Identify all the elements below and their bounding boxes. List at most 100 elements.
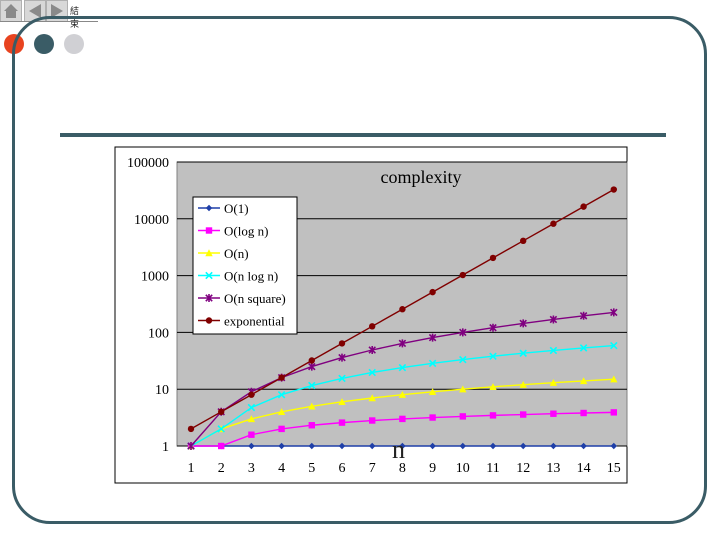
data-point — [549, 379, 558, 386]
data-point — [308, 442, 315, 450]
x-tick-label: 8 — [399, 461, 406, 476]
data-point — [368, 368, 376, 377]
data-point — [187, 442, 195, 450]
data-point — [520, 411, 527, 418]
data-point — [277, 390, 286, 399]
data-point — [338, 353, 346, 362]
data-point — [369, 323, 376, 330]
x-tick-label: 15 — [607, 461, 621, 476]
data-point — [205, 271, 213, 280]
data-point — [489, 254, 497, 262]
y-tick-label: 10 — [155, 383, 169, 398]
data-point — [278, 425, 285, 433]
data-point — [610, 186, 617, 193]
data-point — [368, 394, 376, 402]
data-point — [428, 359, 437, 368]
data-point — [247, 403, 256, 412]
data-point — [338, 340, 346, 347]
x-axis-n-label: n — [392, 435, 405, 464]
data-point — [519, 319, 527, 328]
data-point — [550, 442, 557, 450]
y-tick-label: 100000 — [127, 156, 169, 171]
x-tick-label: 11 — [486, 461, 499, 476]
legend-label: O(log n) — [224, 224, 268, 239]
data-point — [398, 339, 407, 348]
data-point — [489, 412, 497, 419]
data-point — [610, 409, 617, 416]
data-point — [610, 341, 618, 350]
data-point — [368, 345, 376, 354]
data-point — [399, 442, 406, 450]
x-tick-label: 9 — [429, 461, 436, 476]
data-point — [489, 442, 497, 450]
data-point — [579, 311, 588, 320]
data-point — [218, 408, 225, 416]
data-point — [428, 333, 437, 342]
data-point — [610, 442, 617, 450]
next-arrow-icon — [51, 4, 63, 18]
data-point — [580, 409, 587, 417]
data-point — [205, 249, 213, 257]
legend-box — [192, 196, 298, 335]
y-tick-label: 10000 — [134, 213, 169, 228]
data-point — [610, 375, 618, 383]
x-tick-label: 3 — [248, 461, 255, 476]
x-tick-label: 7 — [369, 461, 376, 476]
legend-label: O(n) — [224, 246, 249, 261]
home-button[interactable] — [0, 0, 22, 22]
data-point — [610, 308, 618, 317]
data-point — [278, 442, 285, 450]
previous-arrow-icon — [29, 4, 41, 18]
x-tick-label: 1 — [188, 461, 195, 476]
y-tick-label: 1000 — [141, 270, 169, 285]
data-point — [550, 410, 557, 417]
data-point — [429, 442, 436, 450]
data-point — [217, 425, 225, 433]
data-point — [308, 357, 315, 364]
x-tick-label: 14 — [577, 461, 591, 476]
data-point — [428, 388, 437, 395]
data-point — [278, 374, 285, 381]
end-show-button[interactable]: 結束 — [70, 7, 80, 30]
data-point — [218, 442, 225, 450]
home-icon — [4, 4, 18, 18]
data-point — [398, 391, 407, 398]
data-point — [459, 385, 467, 393]
y-tick-label: 100 — [148, 326, 169, 341]
data-point — [205, 227, 213, 234]
x-tick-label: 2 — [218, 461, 225, 476]
data-point — [550, 220, 557, 227]
legend-label: O(n square) — [224, 291, 286, 306]
data-point — [429, 414, 436, 421]
data-point — [369, 442, 376, 450]
title-rule — [60, 133, 666, 137]
data-point — [248, 391, 255, 398]
x-tick-label: 10 — [456, 461, 470, 476]
chart-title: complexity — [381, 167, 462, 187]
data-point — [338, 442, 346, 450]
data-point — [520, 237, 527, 245]
x-tick-label: 4 — [278, 461, 285, 476]
data-point — [205, 294, 213, 302]
data-point — [489, 323, 497, 332]
data-point — [338, 398, 346, 406]
data-point — [580, 442, 587, 450]
data-point — [369, 417, 376, 424]
data-point — [519, 381, 527, 388]
data-point — [580, 203, 587, 210]
data-point — [520, 442, 527, 450]
data-point — [459, 442, 466, 450]
legend-label: exponential — [224, 314, 285, 329]
data-point — [247, 415, 256, 423]
data-point — [308, 381, 316, 390]
data-point — [248, 431, 255, 438]
x-tick-label: 5 — [308, 461, 315, 476]
gray-dot — [64, 34, 84, 54]
data-point — [489, 352, 497, 360]
data-point — [459, 271, 466, 279]
data-point — [308, 402, 316, 410]
data-point — [549, 315, 558, 324]
data-point — [398, 363, 407, 372]
data-point — [519, 349, 527, 357]
